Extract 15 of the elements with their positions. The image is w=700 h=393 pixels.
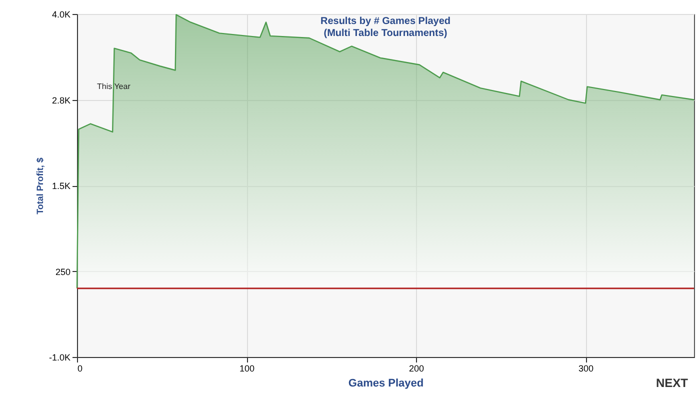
y-tick-label: -1.0K <box>48 352 70 362</box>
y-tick-label: 250 <box>55 266 70 277</box>
text: NEXT <box>656 376 689 390</box>
y-tick-label: 2.8K <box>52 95 70 106</box>
chart-title: Results by # Games Played <box>320 16 451 27</box>
x-tick-label: 0 <box>78 364 83 374</box>
x-tick-label: 300 <box>578 364 594 374</box>
x-tick-label: 200 <box>408 364 424 374</box>
annotation: This Year <box>97 82 131 91</box>
text: (Multi Table Tournaments) <box>324 28 448 39</box>
y-axis-title: Total Profit, $ <box>34 158 45 214</box>
x-axis-title: Games Played <box>348 378 424 390</box>
y-tick-label: 1.5K <box>52 181 70 191</box>
y-tick-label: 4.0K <box>52 10 70 20</box>
x-tick-label: 100 <box>239 364 255 374</box>
